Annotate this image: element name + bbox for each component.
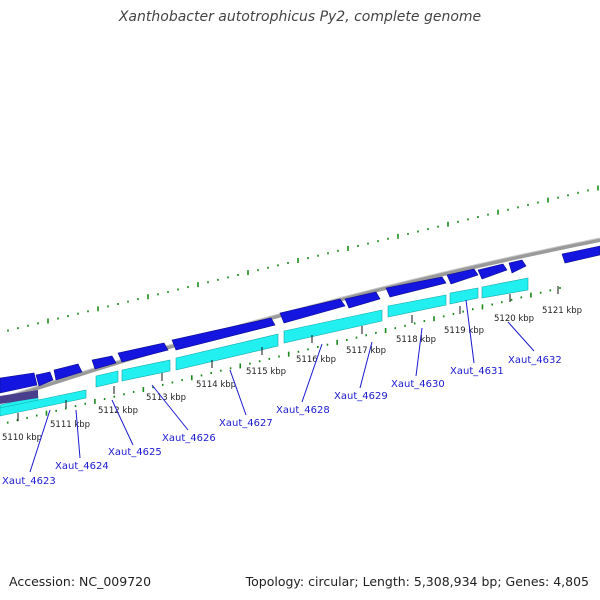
kbp-label: 5118 kbp [396,335,436,345]
gene-bar [283,309,383,344]
kbp-label: 5121 kbp [542,306,582,316]
kbp-label: 5117 kbp [346,346,386,356]
gene-label: Xaut_4631 [450,366,504,377]
gene-label: Xaut_4628 [276,405,330,416]
cds-arrow [279,298,346,324]
gene-bar [95,370,119,388]
gene-leader-line [75,409,81,459]
cds-arrow [344,291,381,309]
gene-label: Xaut_4632 [508,355,562,366]
gene-leader-line [301,343,323,403]
gene-label: Xaut_4630 [391,379,445,390]
cds-arrow [53,363,83,381]
gene-label: Xaut_4629 [334,391,388,402]
gene-bar [121,359,171,382]
gene-bar [481,277,529,299]
gene-bar [175,333,279,371]
kbp-label: 5113 kbp [146,393,186,403]
gene-leader-line [111,399,134,446]
gene-label: Xaut_4626 [162,433,216,444]
cds-track [0,245,600,394]
cds-arrow [117,342,169,363]
gene-leader-line [359,341,373,389]
gene-leader-line [229,369,247,416]
kbp-label: 5110 kbp [2,433,42,443]
gene-label: Xaut_4627 [219,418,273,429]
rna-feature [0,390,38,404]
gene-label: Xaut_4624 [55,461,109,472]
cds-arrow [171,317,276,351]
kbp-label: 5112 kbp [98,406,138,416]
gene-leader-line [465,299,475,364]
gene-bar [0,389,87,417]
cds-arrow [35,371,54,387]
gene-label: Xaut_4625 [108,447,162,458]
cds-arrow [561,245,600,264]
cds-arrow [446,268,479,285]
kbp-ticks: 5110 kbp 5111 kbp 5112 kbp 5113 kbp 5114 kbp… [2,286,582,443]
gene-track [0,277,529,417]
cds-arrow [477,263,508,280]
cds-arrow [385,276,447,298]
kbp-label: 5114 kbp [196,380,236,390]
gene-label: Xaut_4623 [2,476,56,487]
gene-leader-line [151,384,189,431]
kbp-label: 5120 kbp [494,314,534,324]
cds-arrow [508,259,527,274]
map-title: Xanthobacter autotrophicus Py2, complete… [118,9,482,25]
gene-leader-line [29,409,51,473]
gene-leader-line [507,321,535,352]
accession-label: Accession: NC_009720 [9,574,152,589]
gene-bar [449,287,479,305]
gc-skew-ticks [6,185,599,424]
gene-bar [387,294,447,318]
kbp-label: 5111 kbp [50,420,90,430]
gene-leader-line [415,327,423,377]
cds-arrow [91,355,117,370]
topology-label: Topology: circular; Length: 5,308,934 bp… [245,574,589,589]
kbp-label: 5115 kbp [246,367,286,377]
gene-label-lines: Xaut_4623Xaut_4624Xaut_4625Xaut_4626Xaut… [2,299,562,487]
cds-arrow [0,372,38,394]
kbp-label: 5119 kbp [444,326,484,336]
